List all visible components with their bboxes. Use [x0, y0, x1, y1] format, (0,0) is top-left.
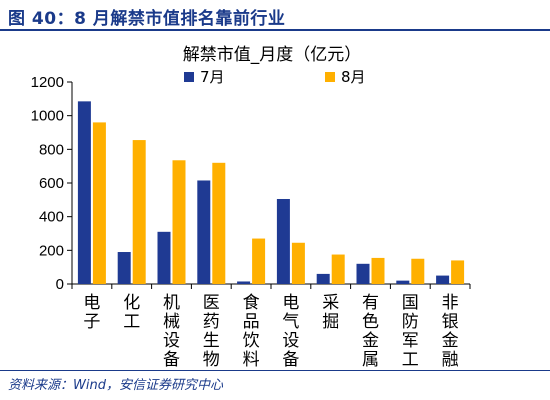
bar-8-4	[212, 162, 226, 284]
x-category-label: 食品饮料	[243, 293, 260, 370]
bar-8-7	[331, 254, 345, 284]
source-note: 资料来源：Wind，安信证券研究中心	[8, 378, 223, 393]
bar-8-5	[252, 238, 266, 284]
figure-header: 图 40：8 月解禁市值排名靠前行业	[0, 0, 550, 31]
bar-8-8	[371, 257, 385, 284]
chart-title: 解禁市值_月度（亿元）	[183, 45, 362, 65]
bar-7-5	[237, 281, 251, 284]
x-category-label: 机械设备	[163, 293, 180, 370]
bar-7-9	[396, 280, 410, 284]
y-tick-label: 1200	[31, 74, 64, 91]
bar-8-3	[172, 160, 186, 284]
bar-8-9	[411, 258, 425, 284]
bar-8-2	[132, 140, 146, 284]
y-tick-label: 800	[39, 141, 64, 158]
header-divider	[0, 29, 550, 31]
footer-divider	[0, 370, 550, 371]
legend-label-1: 7月	[200, 68, 225, 86]
bar-7-1	[77, 101, 91, 284]
figure-title: 图 40：8 月解禁市值排名靠前行业	[8, 9, 286, 29]
y-tick-label: 1000	[31, 108, 64, 125]
bar-7-2	[117, 252, 131, 284]
y-tick-label: 600	[39, 175, 64, 192]
y-tick-label: 0	[56, 276, 64, 293]
x-category-label: 电子	[83, 293, 100, 332]
x-category-label: 有色金属	[362, 293, 379, 370]
bar-7-6	[276, 198, 290, 284]
bar-8-1	[92, 122, 106, 285]
legend-swatch-1	[184, 72, 194, 82]
bar-8-10	[451, 260, 465, 284]
bar-7-7	[316, 273, 330, 284]
x-category-label: 化工	[123, 293, 140, 332]
x-category-label: 国防军工	[402, 293, 419, 370]
legend-swatch-2	[325, 72, 335, 82]
bar-7-8	[356, 263, 370, 284]
y-tick-label: 400	[39, 209, 64, 226]
legend-label-2: 8月	[341, 68, 366, 86]
x-category-label: 电气设备	[282, 293, 299, 370]
x-category-label: 采掘	[322, 293, 339, 332]
y-tick-label: 200	[39, 242, 64, 259]
x-category-label: 医药生物	[203, 293, 220, 370]
bar-8-6	[291, 242, 305, 284]
bar-7-10	[436, 275, 450, 284]
bar-chart: 解禁市值_月度（亿元） 7月 8月 0 200 400 600 800 1000 1200 电子化工…	[31, 45, 471, 370]
x-category-label: 非银金融	[442, 293, 459, 370]
bar-7-3	[157, 231, 171, 284]
bar-7-4	[197, 180, 211, 284]
